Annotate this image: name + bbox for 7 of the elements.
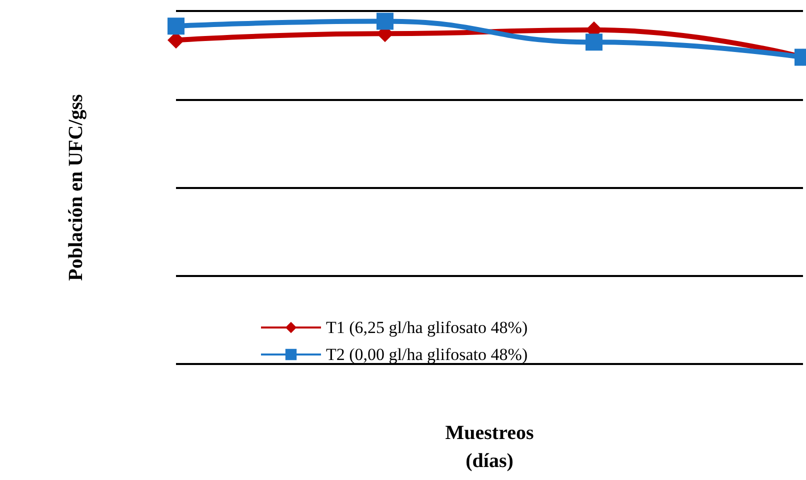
legend-label: T1 (6,25 gl/ha glifosato 48%) [326,318,528,337]
legend-label: T2 (0,00 gl/ha glifosato 48%) [326,345,528,364]
point [376,12,394,30]
y-axis-title: Población en UFC/gss [65,94,87,281]
x-axis-title: Muestreos (días) [445,422,534,472]
point [168,18,184,35]
point [586,34,602,51]
